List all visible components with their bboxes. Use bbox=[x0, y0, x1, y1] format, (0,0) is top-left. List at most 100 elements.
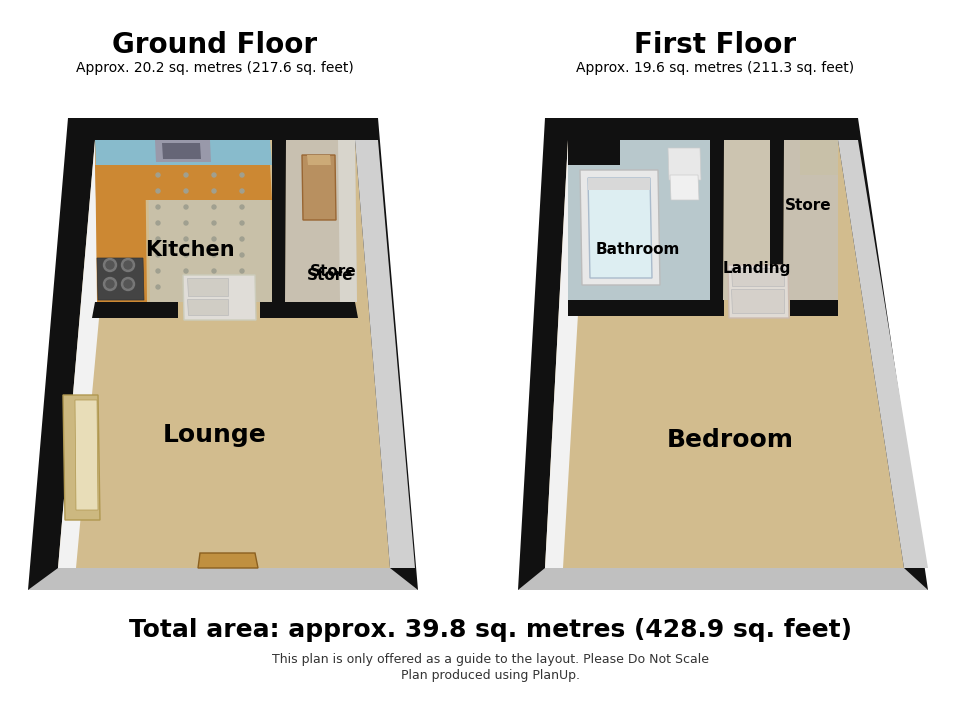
Circle shape bbox=[156, 285, 160, 289]
Polygon shape bbox=[272, 140, 286, 302]
Text: Lounge: Lounge bbox=[163, 423, 267, 447]
Text: This plan is only offered as a guide to the layout. Please Do Not Scale: This plan is only offered as a guide to … bbox=[271, 654, 709, 666]
Polygon shape bbox=[724, 300, 790, 316]
Circle shape bbox=[184, 269, 188, 273]
Polygon shape bbox=[58, 140, 390, 568]
Polygon shape bbox=[723, 140, 770, 300]
Polygon shape bbox=[302, 155, 336, 220]
Circle shape bbox=[104, 258, 117, 271]
Polygon shape bbox=[338, 140, 357, 302]
Polygon shape bbox=[58, 140, 115, 568]
Polygon shape bbox=[568, 140, 710, 300]
Text: Store: Store bbox=[310, 264, 357, 280]
Polygon shape bbox=[588, 178, 650, 190]
Polygon shape bbox=[28, 568, 418, 590]
Circle shape bbox=[212, 205, 216, 209]
Circle shape bbox=[156, 189, 160, 193]
Text: Store: Store bbox=[785, 197, 831, 212]
Polygon shape bbox=[307, 155, 331, 165]
Polygon shape bbox=[731, 268, 784, 286]
Polygon shape bbox=[518, 118, 928, 590]
Polygon shape bbox=[95, 140, 147, 302]
Circle shape bbox=[184, 237, 188, 241]
Text: Ground Floor: Ground Floor bbox=[113, 31, 318, 59]
Circle shape bbox=[156, 173, 160, 177]
Circle shape bbox=[156, 253, 160, 257]
Circle shape bbox=[212, 221, 216, 225]
Circle shape bbox=[124, 280, 132, 288]
Polygon shape bbox=[178, 302, 260, 318]
Circle shape bbox=[212, 237, 216, 241]
Polygon shape bbox=[162, 143, 201, 159]
Polygon shape bbox=[588, 178, 652, 278]
Polygon shape bbox=[95, 140, 272, 165]
Circle shape bbox=[240, 173, 244, 177]
Text: Approx. 19.6 sq. metres (211.3 sq. feet): Approx. 19.6 sq. metres (211.3 sq. feet) bbox=[576, 61, 854, 75]
Polygon shape bbox=[668, 148, 701, 180]
Text: Landing: Landing bbox=[723, 261, 791, 276]
Circle shape bbox=[106, 261, 114, 269]
Polygon shape bbox=[63, 395, 100, 520]
Polygon shape bbox=[28, 118, 418, 590]
Circle shape bbox=[240, 221, 244, 225]
Circle shape bbox=[212, 253, 216, 257]
Polygon shape bbox=[710, 140, 724, 300]
Circle shape bbox=[124, 261, 132, 269]
Polygon shape bbox=[95, 165, 272, 200]
Polygon shape bbox=[148, 165, 272, 302]
Polygon shape bbox=[183, 275, 256, 320]
Polygon shape bbox=[568, 300, 838, 316]
Circle shape bbox=[184, 285, 188, 289]
Text: Approx. 20.2 sq. metres (217.6 sq. feet): Approx. 20.2 sq. metres (217.6 sq. feet) bbox=[76, 61, 354, 75]
Circle shape bbox=[156, 221, 160, 225]
Circle shape bbox=[240, 189, 244, 193]
Polygon shape bbox=[838, 140, 928, 568]
Polygon shape bbox=[800, 140, 838, 175]
Circle shape bbox=[122, 278, 134, 290]
Polygon shape bbox=[97, 258, 144, 300]
Polygon shape bbox=[187, 278, 228, 296]
Circle shape bbox=[106, 280, 114, 288]
Circle shape bbox=[122, 258, 134, 271]
Polygon shape bbox=[568, 140, 620, 165]
Polygon shape bbox=[187, 299, 228, 315]
Polygon shape bbox=[75, 400, 98, 510]
Circle shape bbox=[156, 205, 160, 209]
Circle shape bbox=[240, 237, 244, 241]
Circle shape bbox=[184, 205, 188, 209]
Polygon shape bbox=[198, 553, 258, 568]
Circle shape bbox=[212, 285, 216, 289]
Text: Bedroom: Bedroom bbox=[666, 428, 794, 452]
Polygon shape bbox=[580, 170, 660, 285]
Polygon shape bbox=[518, 568, 928, 590]
Polygon shape bbox=[92, 302, 358, 318]
Polygon shape bbox=[731, 289, 784, 313]
Circle shape bbox=[184, 221, 188, 225]
Circle shape bbox=[184, 189, 188, 193]
Polygon shape bbox=[728, 265, 789, 318]
Circle shape bbox=[184, 253, 188, 257]
Circle shape bbox=[240, 269, 244, 273]
Text: Total area: approx. 39.8 sq. metres (428.9 sq. feet): Total area: approx. 39.8 sq. metres (428… bbox=[128, 618, 852, 642]
Polygon shape bbox=[783, 140, 838, 300]
Polygon shape bbox=[770, 140, 784, 300]
Polygon shape bbox=[545, 140, 588, 568]
Text: First Floor: First Floor bbox=[634, 31, 796, 59]
Circle shape bbox=[156, 269, 160, 273]
Circle shape bbox=[240, 285, 244, 289]
Polygon shape bbox=[670, 175, 699, 200]
Circle shape bbox=[184, 173, 188, 177]
Text: Kitchen: Kitchen bbox=[145, 240, 235, 260]
Polygon shape bbox=[285, 140, 357, 302]
Circle shape bbox=[240, 253, 244, 257]
Text: Bathroom: Bathroom bbox=[596, 243, 680, 258]
Text: Store: Store bbox=[307, 268, 354, 283]
Circle shape bbox=[104, 278, 117, 290]
Circle shape bbox=[212, 189, 216, 193]
Circle shape bbox=[156, 237, 160, 241]
Circle shape bbox=[212, 269, 216, 273]
Polygon shape bbox=[545, 140, 904, 568]
Circle shape bbox=[240, 205, 244, 209]
Text: Plan produced using PlanUp.: Plan produced using PlanUp. bbox=[401, 669, 579, 683]
Polygon shape bbox=[355, 140, 415, 568]
